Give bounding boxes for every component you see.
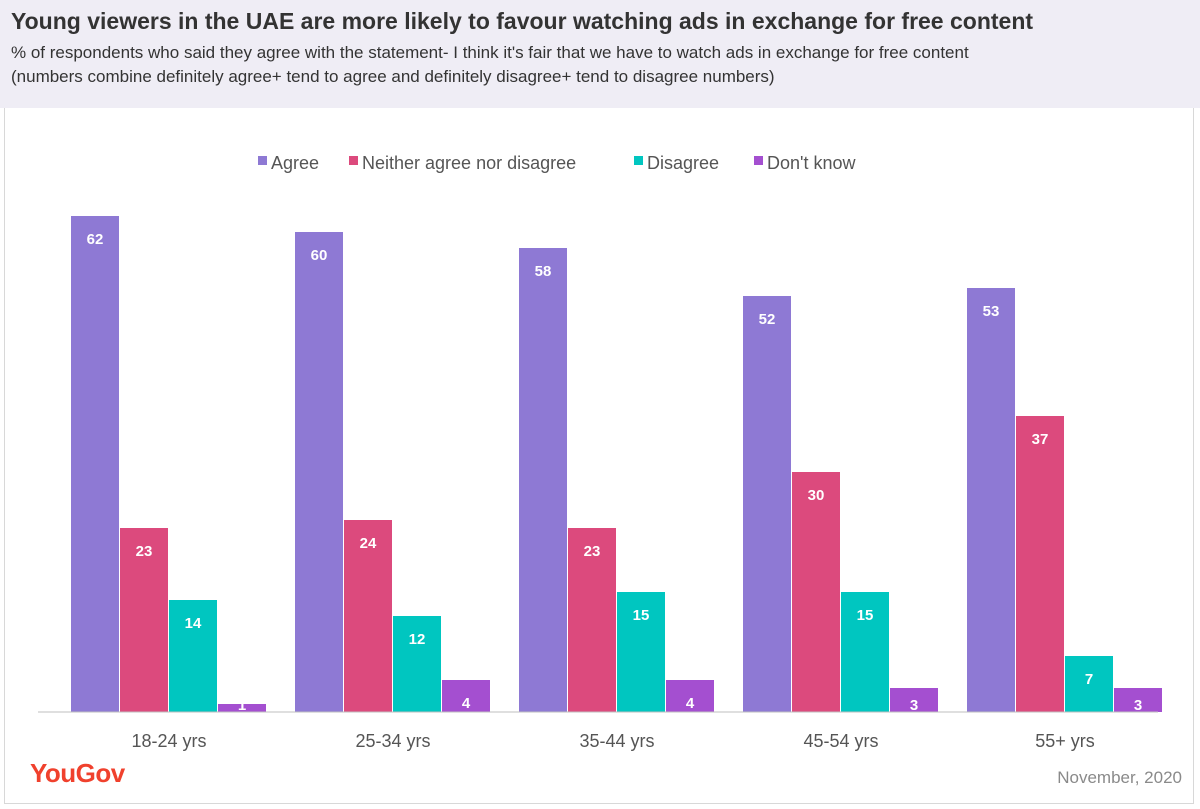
- data-label: 23: [136, 543, 153, 560]
- category-label: 18-24 yrs: [131, 731, 206, 751]
- chart-frame: [4, 108, 1194, 804]
- bar: [1114, 688, 1162, 712]
- data-label: 52: [759, 311, 776, 328]
- data-label: 3: [910, 697, 918, 714]
- legend-label: Agree: [271, 153, 319, 173]
- legend-item-2: Disagree: [634, 153, 719, 173]
- data-label: 58: [535, 263, 552, 280]
- data-label: 4: [686, 695, 695, 712]
- category-label: 35-44 yrs: [579, 731, 654, 751]
- yougov-logo: YouGov: [30, 758, 125, 788]
- data-label: 7: [1085, 671, 1093, 688]
- legend-swatch: [754, 156, 763, 165]
- survey-date: November, 2020: [1057, 768, 1182, 787]
- bar: [967, 288, 1015, 712]
- bar: [71, 216, 119, 712]
- legend-label: Disagree: [647, 153, 719, 173]
- bar: [344, 520, 392, 712]
- bar: [1065, 656, 1113, 712]
- data-label: 53: [983, 303, 1000, 320]
- bar: [792, 472, 840, 712]
- legend-item-1: Neither agree nor disagree: [349, 153, 576, 173]
- chart-title: Young viewers in the UAE are more likely…: [11, 8, 1034, 34]
- category-label: 55+ yrs: [1035, 731, 1095, 751]
- data-label: 15: [857, 607, 874, 624]
- bar: [568, 528, 616, 712]
- header-banner: Young viewers in the UAE are more likely…: [0, 0, 1200, 108]
- bar: [519, 248, 567, 712]
- subtitle-line-2: (numbers combine definitely agree+ tend …: [11, 67, 775, 86]
- bar: [890, 688, 938, 712]
- data-label: 12: [409, 631, 426, 648]
- data-label: 14: [185, 615, 202, 632]
- data-label: 62: [87, 231, 104, 248]
- legend-swatch: [349, 156, 358, 165]
- bar: [666, 680, 714, 712]
- data-label: 1: [238, 697, 246, 714]
- data-label: 4: [462, 695, 471, 712]
- bar: [295, 232, 343, 712]
- legend-item-0: Agree: [258, 153, 319, 173]
- data-label: 23: [584, 543, 601, 560]
- data-label: 15: [633, 607, 650, 624]
- bar: [442, 680, 490, 712]
- legend-label: Don't know: [767, 153, 856, 173]
- bar: [169, 600, 217, 712]
- data-label: 30: [808, 487, 825, 504]
- data-label: 24: [360, 535, 377, 552]
- bar: [120, 528, 168, 712]
- bar: [218, 704, 266, 712]
- legend-swatch: [258, 156, 267, 165]
- category-label: 45-54 yrs: [803, 731, 878, 751]
- legend-item-3: Don't know: [754, 153, 856, 173]
- bar: [1016, 416, 1064, 712]
- subtitle-line-1: % of respondents who said they agree wit…: [11, 43, 969, 62]
- bar: [743, 296, 791, 712]
- category-label: 25-34 yrs: [355, 731, 430, 751]
- legend-swatch: [634, 156, 643, 165]
- bar: [841, 592, 889, 712]
- data-label: 3: [1134, 697, 1142, 714]
- bar: [393, 616, 441, 712]
- data-label: 37: [1032, 431, 1049, 448]
- bar: [617, 592, 665, 712]
- chart-subtitle: % of respondents who said they agree wit…: [11, 41, 969, 89]
- legend-label: Neither agree nor disagree: [362, 153, 576, 173]
- data-label: 60: [311, 247, 328, 264]
